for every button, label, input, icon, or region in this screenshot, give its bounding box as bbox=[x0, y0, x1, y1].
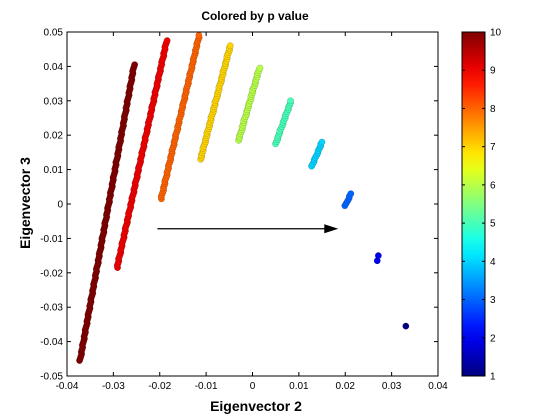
data-point bbox=[256, 64, 264, 72]
y-tick-label: -0.02 bbox=[40, 268, 63, 279]
x-tick-label: 0.04 bbox=[428, 381, 448, 392]
series-p-4 bbox=[308, 138, 326, 170]
y-tick-label: 0.01 bbox=[44, 165, 64, 176]
x-tick-label: -0.03 bbox=[102, 381, 125, 392]
colorbar: 1 2 3 4 5 6 7 8 9 10 bbox=[461, 28, 502, 383]
chart-title: Colored by p value bbox=[201, 9, 309, 23]
series-p-8 bbox=[157, 32, 203, 203]
x-axis-label: Eigenvector 2 bbox=[210, 398, 302, 414]
data-point bbox=[287, 97, 294, 105]
colorbar-tick-label: 5 bbox=[490, 219, 496, 230]
x-tick-label: 0.02 bbox=[336, 381, 356, 392]
colorbar-tick-label: 7 bbox=[490, 142, 496, 153]
y-tick-label: 0.05 bbox=[44, 28, 64, 39]
series-p-9 bbox=[113, 37, 171, 272]
colorbar-tick-label: 4 bbox=[490, 257, 496, 268]
y-tick-label: -0.01 bbox=[40, 234, 63, 245]
data-point bbox=[402, 322, 410, 330]
data-point bbox=[374, 252, 382, 260]
y-tick-label: -0.05 bbox=[40, 372, 63, 383]
colorbar-tick-label: 10 bbox=[490, 28, 502, 39]
colorbar-tick-label: 8 bbox=[490, 104, 496, 115]
y-tick-label: 0.03 bbox=[44, 96, 64, 107]
data-point bbox=[131, 61, 139, 69]
colorbar-tick-label: 6 bbox=[490, 180, 496, 191]
series-p-3 bbox=[341, 190, 355, 210]
series-p-6 bbox=[235, 64, 264, 144]
arrow-head bbox=[324, 224, 339, 234]
x-tick-label: -0.02 bbox=[148, 381, 171, 392]
series-p-1 bbox=[402, 322, 410, 330]
data-point bbox=[163, 37, 171, 44]
series-p-2 bbox=[373, 252, 382, 265]
y-tick-label: 0.02 bbox=[44, 131, 64, 142]
x-tick-label: 0.01 bbox=[289, 381, 309, 392]
colorbar-gradient bbox=[461, 31, 486, 377]
series-p-7 bbox=[197, 42, 234, 163]
y-tick-label: -0.03 bbox=[40, 303, 63, 314]
data-point bbox=[318, 138, 326, 146]
series-p-5 bbox=[272, 97, 294, 148]
y-tick-label: 0 bbox=[57, 200, 63, 211]
x-tick-label: 0 bbox=[250, 381, 256, 392]
data-point bbox=[195, 32, 203, 39]
data-point bbox=[347, 190, 355, 198]
colorbar-tick-label: 1 bbox=[490, 372, 496, 383]
colorbar-tick-label: 9 bbox=[490, 66, 496, 77]
plot-area: -0.04 -0.03 -0.02 -0.01 0 0.01 0.02 0.03 0.04 -0.… bbox=[40, 28, 448, 393]
y-axis-label: Eigenvector 3 bbox=[17, 157, 33, 249]
x-tick-label: 0.03 bbox=[382, 381, 402, 392]
series-p-10 bbox=[76, 61, 139, 364]
x-tick-label: -0.04 bbox=[56, 381, 79, 392]
colorbar-tick-label: 2 bbox=[490, 333, 496, 344]
x-tick-label: -0.01 bbox=[195, 381, 218, 392]
data-point bbox=[226, 42, 234, 50]
y-tick-label: 0.04 bbox=[44, 62, 64, 73]
y-tick-label: -0.04 bbox=[40, 337, 63, 348]
colorbar-tick-label: 3 bbox=[490, 295, 496, 306]
